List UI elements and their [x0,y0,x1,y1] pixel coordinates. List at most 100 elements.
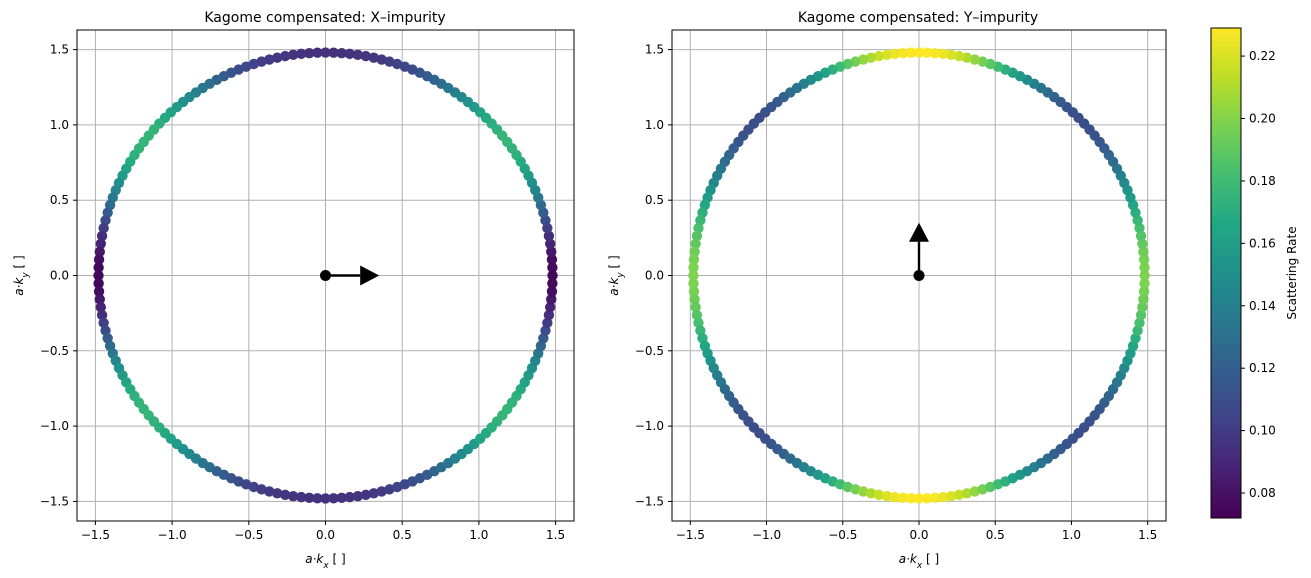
impurity-arrow [320,265,380,286]
y-tick-label: 0.0 [645,269,664,283]
scatter-point [1134,222,1145,234]
scatter-point [690,302,701,313]
scatter-point [287,49,299,61]
scatter-point [688,278,699,289]
y-tick-label: −1.5 [635,494,664,508]
scatter-point [889,48,901,60]
x-tick-label: 0.5 [393,528,412,542]
y-tick-label: 1.5 [50,43,69,57]
scatter-point [1138,246,1149,257]
scatter-point [688,254,700,265]
scatter-point [1134,317,1145,329]
scatter-point [953,489,965,501]
scatter-point [1132,325,1143,336]
colorbar-tick-label: 0.22 [1249,49,1276,63]
scatter-point [95,238,106,249]
colorbar-tick-label: 0.18 [1249,174,1276,188]
scatter-point [690,238,701,249]
scatter-point [913,493,925,504]
panel-y-impurity: Kagome compensated: Y–impurity −1.5 −1.0−… [607,10,1167,571]
scatter-point [93,262,104,273]
x-tick-label: 1.5 [546,528,565,542]
scatter-point [689,294,700,305]
scatter-point [961,488,973,499]
x-axis-label: a·kx [ ] [305,552,345,571]
x-tick-label: 0.0 [909,528,928,542]
scatter-point [279,489,291,501]
scatter-point [881,49,893,61]
scatter-point [1139,270,1150,281]
scatter-point [352,49,364,61]
x-tick-label: 1.0 [469,528,488,542]
x-tick-label: −1.5 [81,528,110,542]
arrow-head [360,265,380,286]
scatter-point [913,47,925,58]
colorbar-tick-label: 0.08 [1249,486,1276,500]
scatter-point [1137,238,1148,249]
scatter-point [937,48,949,60]
x-tick-label: 0.5 [986,528,1005,542]
scatter-point [865,52,877,63]
x-tick-label: −1.0 [158,528,187,542]
scatter-point [865,488,877,499]
y-axis-label: a·ky [ ] [607,255,626,295]
scatter-point [336,47,347,59]
scatter-point [100,215,111,226]
scatter-point [689,246,700,257]
colorbar-tick-label: 0.14 [1249,299,1276,313]
scatter-point [546,286,558,297]
scatter-point [547,262,558,273]
scatter-point [96,309,108,321]
scatter-point [693,222,704,234]
scatter-point [881,490,893,502]
scatter-point [857,486,869,497]
scatter-point [256,484,267,495]
colorbar-gradient [1211,28,1241,518]
panel-title: Kagome compensated: X–impurity [204,10,445,26]
scatter-point [96,230,108,242]
scatter-point [352,490,364,502]
scatter-point [961,52,973,63]
scatter-point [543,230,555,242]
scatter-point [328,493,339,504]
scatter-point [945,490,957,502]
colorbar-tick-label: 0.20 [1249,112,1276,126]
colorbar-tick-label: 0.10 [1249,424,1276,438]
scatter-point [905,47,917,58]
scatter-point [691,309,703,321]
scatter-point [693,317,704,329]
y-tick-label: −1.0 [635,419,664,433]
scatter-point [1139,262,1150,273]
arrow-origin-dot [320,270,331,281]
scatter-point [384,56,395,67]
scatter-point [873,50,885,62]
scatter-point [1138,254,1150,265]
scatter-point [304,47,315,59]
scatter-point [1138,294,1149,305]
y-tick-label: −0.5 [635,344,664,358]
y-tick-label: 0.5 [645,193,664,207]
scatter-point [93,286,105,297]
scatter-point [969,54,981,65]
x-axis-label: a·kx [ ] [899,552,939,571]
scatter-point [889,491,901,503]
scatter-point [1135,230,1147,242]
ticks: −1.5 −1.0 −0.5 0.0 0.5 1.0 1.5 −1.5 −1.0 −0.5 0.0 0… [635,43,1157,542]
y-tick-label: 1.0 [50,118,69,132]
scatter-point [94,294,105,305]
scatter-point [1138,286,1150,297]
scatter-point [320,493,331,504]
scatter-point [546,294,557,305]
y-axis-label: a·ky [ ] [12,255,31,295]
scatter-point [368,52,379,63]
scatter-points [93,47,558,504]
scatter-point [279,50,291,62]
scatter-point [688,270,699,281]
scatter-point [360,50,372,62]
scatter-point [312,47,323,58]
scatter-point [328,47,339,58]
x-tick-label: 1.0 [1062,528,1081,542]
x-tick-label: −0.5 [828,528,857,542]
scatter-point [921,47,933,58]
